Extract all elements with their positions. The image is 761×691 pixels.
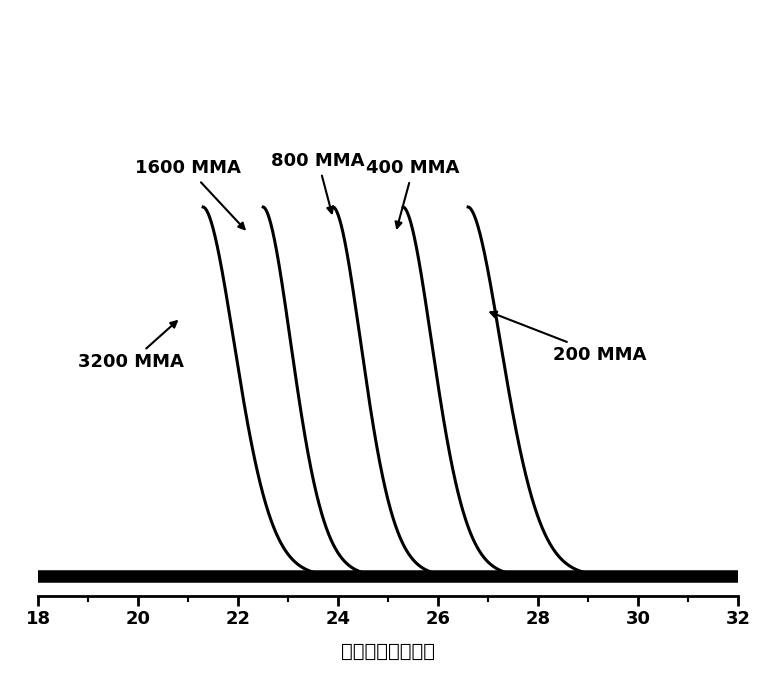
Text: 1600 MMA: 1600 MMA	[135, 160, 244, 229]
Text: 3200 MMA: 3200 MMA	[78, 321, 184, 371]
X-axis label: 保留时间（分钟）: 保留时间（分钟）	[341, 642, 435, 661]
Text: 800 MMA: 800 MMA	[272, 152, 365, 214]
Text: 400 MMA: 400 MMA	[367, 160, 460, 228]
Text: 200 MMA: 200 MMA	[490, 312, 647, 363]
